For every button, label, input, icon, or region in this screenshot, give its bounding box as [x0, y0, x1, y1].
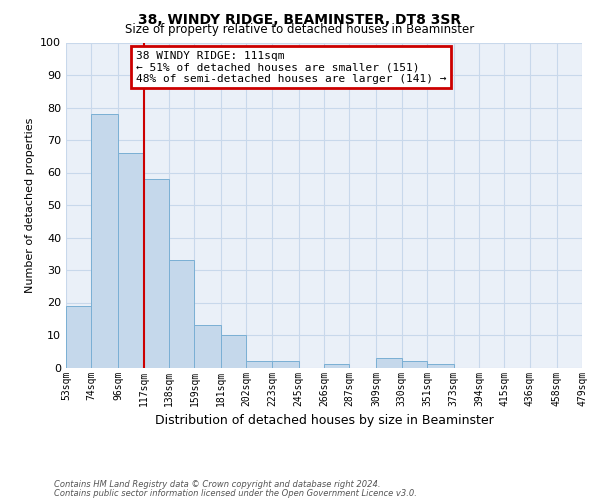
Bar: [272, 361, 299, 368]
Bar: [118, 153, 143, 368]
Bar: [194, 325, 221, 368]
Bar: [427, 364, 454, 368]
Bar: [91, 114, 118, 368]
X-axis label: Distribution of detached houses by size in Beaminster: Distribution of detached houses by size …: [155, 414, 493, 427]
Y-axis label: Number of detached properties: Number of detached properties: [25, 118, 35, 292]
Text: Size of property relative to detached houses in Beaminster: Size of property relative to detached ho…: [125, 22, 475, 36]
Bar: [247, 361, 272, 368]
Text: 38, WINDY RIDGE, BEAMINSTER, DT8 3SR: 38, WINDY RIDGE, BEAMINSTER, DT8 3SR: [139, 12, 461, 26]
Bar: [401, 361, 427, 368]
Bar: [221, 335, 247, 368]
Bar: [169, 260, 194, 368]
Text: Contains public sector information licensed under the Open Government Licence v3: Contains public sector information licen…: [54, 489, 417, 498]
Text: 38 WINDY RIDGE: 111sqm
← 51% of detached houses are smaller (151)
48% of semi-de: 38 WINDY RIDGE: 111sqm ← 51% of detached…: [136, 50, 446, 84]
Text: Contains HM Land Registry data © Crown copyright and database right 2024.: Contains HM Land Registry data © Crown c…: [54, 480, 380, 489]
Bar: [324, 364, 349, 368]
Bar: [66, 306, 91, 368]
Bar: [376, 358, 401, 368]
Bar: [143, 179, 169, 368]
